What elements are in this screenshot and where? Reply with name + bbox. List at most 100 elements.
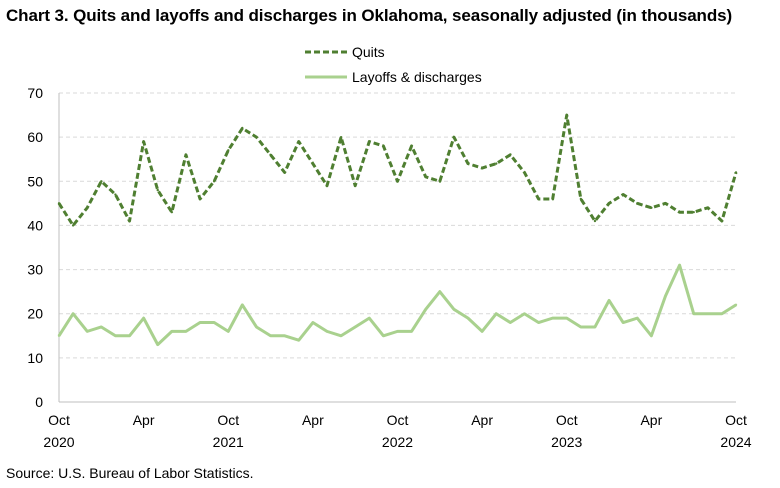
data-point	[198, 321, 202, 324]
data-point	[551, 197, 554, 201]
chart-title: Chart 3. Quits and layoffs and discharge…	[6, 6, 733, 25]
x-tick-label-year: 2020	[43, 434, 74, 450]
data-point	[664, 202, 667, 205]
data-point	[57, 334, 61, 337]
data-point	[297, 140, 300, 143]
data-point	[621, 321, 625, 324]
data-point	[255, 135, 258, 139]
data-point	[410, 144, 413, 148]
y-tick-label: 50	[27, 173, 43, 189]
data-point	[184, 330, 188, 333]
data-point	[734, 171, 738, 174]
data-point	[368, 316, 371, 320]
series-line-layoffs-discharges	[57, 263, 737, 347]
series-line-quits	[57, 113, 738, 227]
axes	[58, 93, 736, 403]
data-point	[636, 316, 639, 320]
data-point	[480, 330, 484, 333]
data-point	[353, 184, 357, 187]
data-point	[156, 188, 159, 192]
data-point	[283, 334, 286, 337]
data-point	[565, 113, 568, 117]
x-tick-label-month: Apr	[471, 412, 493, 428]
gridlines	[59, 92, 736, 359]
data-point	[100, 180, 103, 183]
data-point	[424, 175, 427, 179]
data-point	[495, 312, 498, 315]
data-point	[241, 127, 244, 130]
data-point	[297, 339, 300, 342]
x-tick-label-month: Oct	[387, 412, 409, 428]
data-point	[396, 180, 399, 183]
y-tick-label: 60	[27, 129, 43, 145]
data-point	[212, 321, 216, 324]
data-point	[396, 330, 399, 333]
data-point	[198, 197, 202, 201]
data-point	[128, 219, 131, 223]
data-point	[156, 343, 159, 346]
data-point	[128, 334, 131, 337]
data-point	[255, 325, 258, 329]
data-point	[438, 290, 442, 293]
data-point	[142, 140, 145, 143]
data-point	[523, 171, 526, 174]
data-point	[593, 325, 597, 329]
x-tick-label-month: Oct	[556, 412, 578, 428]
data-point	[114, 193, 117, 196]
data-point	[283, 171, 286, 174]
x-tick-label-month: Apr	[302, 412, 324, 428]
data-point	[311, 162, 315, 165]
line-chart: 0 10 20 30 40 50 60 70 Oct 2020 Apr Oct 2021 Apr Oct 2…	[27, 44, 751, 450]
data-point	[353, 325, 357, 329]
data-point	[170, 210, 174, 214]
data-point	[86, 330, 89, 333]
data-point	[71, 224, 75, 227]
data-point	[184, 153, 188, 156]
data-point	[678, 210, 681, 214]
data-point	[593, 219, 597, 223]
data-point	[692, 210, 695, 214]
data-point	[269, 334, 272, 337]
data-point	[452, 135, 456, 139]
data-point	[537, 321, 540, 324]
x-tick-label-year: 2022	[382, 434, 413, 450]
legend: Quits Layoffs & discharges	[305, 44, 482, 85]
data-point	[734, 303, 738, 307]
data-point	[339, 334, 343, 337]
data-point	[495, 162, 498, 165]
x-axis-tick-labels: Oct 2020 Apr Oct 2021 Apr Oct 2022 Apr Oct 2023 Apr…	[43, 412, 751, 450]
data-point	[241, 303, 244, 307]
data-point	[114, 334, 117, 337]
legend-label: Quits	[352, 44, 385, 60]
data-point	[71, 312, 75, 315]
y-tick-label: 20	[27, 306, 43, 322]
data-point	[368, 140, 371, 143]
y-tick-label: 30	[27, 262, 43, 278]
data-point	[438, 180, 442, 183]
x-tick-label-month: Oct	[217, 412, 239, 428]
y-tick-label: 70	[27, 85, 43, 101]
data-point	[100, 325, 103, 329]
x-tick-label-year: 2021	[213, 434, 244, 450]
data-point	[706, 312, 709, 315]
y-tick-label: 10	[27, 350, 43, 366]
data-point	[650, 334, 653, 337]
data-point	[579, 325, 583, 329]
data-point	[466, 162, 470, 165]
data-point	[579, 197, 583, 201]
data-point	[565, 316, 568, 320]
data-point	[410, 330, 413, 333]
x-tick-label-month: Apr	[133, 412, 155, 428]
data-point	[382, 144, 385, 148]
data-point	[664, 294, 667, 298]
data-point	[452, 308, 456, 311]
data-point	[466, 316, 470, 320]
data-point	[607, 202, 611, 205]
data-point	[621, 193, 625, 196]
data-point	[551, 316, 554, 320]
data-point	[650, 206, 653, 209]
data-point	[339, 135, 343, 139]
data-point	[509, 321, 512, 324]
x-tick-label-month: Apr	[640, 412, 662, 428]
data-point	[382, 334, 385, 337]
